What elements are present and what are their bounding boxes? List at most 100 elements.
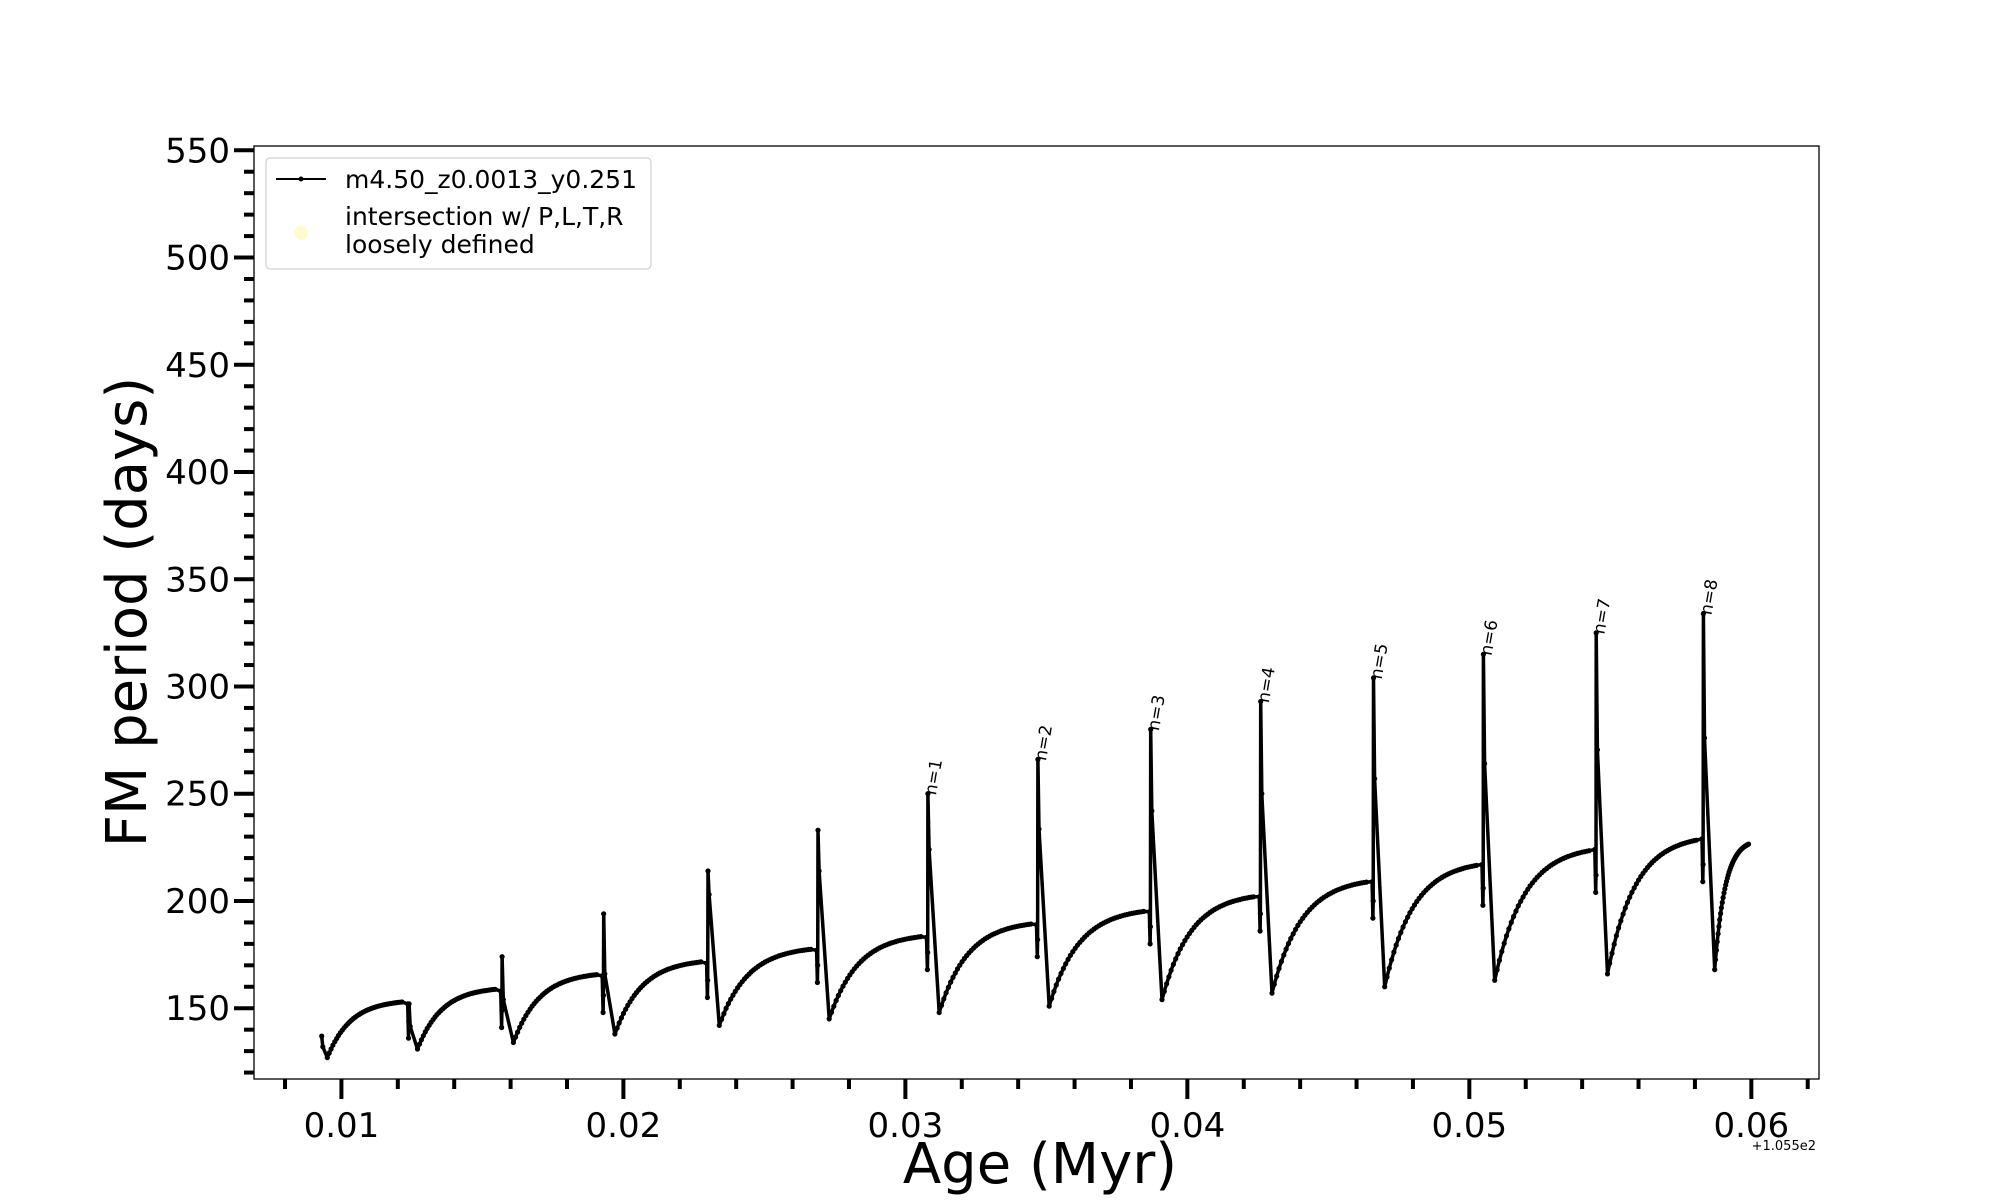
data-point bbox=[941, 996, 947, 1002]
data-point bbox=[1515, 903, 1521, 909]
data-point bbox=[950, 974, 956, 981]
data-point bbox=[1177, 946, 1183, 952]
data-point bbox=[952, 970, 958, 976]
data-point bbox=[623, 1006, 629, 1012]
data-point bbox=[1618, 918, 1624, 924]
data-point bbox=[1701, 735, 1708, 741]
series-line bbox=[319, 611, 1750, 1060]
data-point bbox=[1363, 879, 1369, 885]
data-point bbox=[1372, 776, 1378, 782]
data-point bbox=[1716, 923, 1722, 930]
data-point bbox=[492, 986, 498, 992]
data-point bbox=[618, 1015, 625, 1021]
data-point bbox=[925, 791, 931, 797]
data-point bbox=[1479, 861, 1485, 868]
data-point bbox=[1622, 905, 1628, 911]
data-point bbox=[1067, 952, 1073, 959]
data-point bbox=[594, 972, 600, 978]
data-point bbox=[1259, 791, 1265, 797]
pulse-annotation: n=8 bbox=[1697, 578, 1723, 617]
data-point bbox=[828, 1009, 835, 1015]
data-point bbox=[1700, 879, 1706, 885]
data-point bbox=[1028, 921, 1034, 927]
data-point bbox=[414, 1046, 421, 1052]
data-point bbox=[1480, 902, 1486, 908]
data-point bbox=[1369, 879, 1375, 885]
data-point bbox=[1473, 862, 1479, 869]
data-point bbox=[1370, 675, 1377, 681]
data-point bbox=[1293, 926, 1299, 933]
data-point bbox=[842, 979, 848, 985]
x-axis-ticks: 0.01 0.02 0.03 0.04 0.05 0.06 bbox=[304, 1079, 1789, 1146]
data-point bbox=[1604, 971, 1611, 977]
data-point bbox=[600, 992, 607, 999]
data-point bbox=[1501, 940, 1507, 946]
data-point bbox=[924, 967, 931, 973]
data-point bbox=[1496, 957, 1502, 964]
data-point bbox=[923, 934, 930, 941]
data-point bbox=[498, 988, 504, 994]
data-point bbox=[1164, 981, 1170, 987]
data-point bbox=[320, 1044, 326, 1050]
data-point bbox=[319, 1033, 325, 1039]
data-point bbox=[1053, 982, 1059, 988]
legend-label-series: m4.50_z0.0013_y0.251 bbox=[345, 165, 637, 194]
data-point bbox=[1400, 924, 1406, 930]
data-point bbox=[499, 1024, 505, 1031]
series-points bbox=[319, 611, 1752, 1061]
data-point bbox=[816, 868, 822, 874]
data-point bbox=[1290, 931, 1296, 937]
data-point bbox=[326, 1050, 332, 1056]
data-point bbox=[1175, 951, 1181, 957]
data-point bbox=[1035, 756, 1041, 763]
data-point bbox=[1384, 974, 1390, 980]
data-point bbox=[500, 997, 506, 1003]
data-point bbox=[1593, 872, 1599, 878]
data-point bbox=[1718, 905, 1724, 911]
data-point bbox=[938, 1002, 945, 1009]
data-point bbox=[1405, 914, 1411, 920]
data-point bbox=[1513, 908, 1519, 914]
data-point bbox=[1402, 919, 1408, 925]
data-point bbox=[1393, 942, 1399, 948]
data-point bbox=[1148, 726, 1154, 733]
x-minor-ticks bbox=[283, 1079, 1810, 1089]
data-point bbox=[1593, 889, 1599, 896]
data-point bbox=[1058, 970, 1064, 977]
data-point bbox=[600, 1009, 606, 1016]
data-point bbox=[814, 979, 821, 986]
data-point bbox=[1274, 973, 1280, 979]
legend: m4.50_z0.0013_y0.251 intersection w/ P,L… bbox=[265, 157, 652, 270]
data-point bbox=[1146, 909, 1152, 915]
data-point bbox=[918, 934, 924, 940]
data-point bbox=[826, 1016, 832, 1022]
pulse-annotation: n=2 bbox=[1031, 723, 1057, 762]
pulse-annotation: n=3 bbox=[1144, 693, 1170, 732]
data-point bbox=[704, 960, 710, 966]
y-tick-label: 350 bbox=[165, 560, 230, 600]
data-point bbox=[948, 979, 954, 985]
y-tick-label: 550 bbox=[165, 131, 230, 171]
data-point bbox=[1276, 965, 1282, 972]
pulse-annotation: n=7 bbox=[1589, 597, 1615, 636]
data-point bbox=[1613, 933, 1619, 939]
data-point bbox=[1594, 747, 1600, 753]
data-point bbox=[1269, 990, 1275, 996]
data-point bbox=[517, 1024, 523, 1030]
data-point bbox=[723, 1005, 729, 1012]
data-point bbox=[1036, 826, 1042, 832]
legend-dot-marker bbox=[298, 176, 304, 182]
data-point bbox=[1631, 885, 1637, 891]
data-point bbox=[416, 1041, 423, 1047]
data-point bbox=[1256, 894, 1262, 900]
data-point bbox=[1409, 906, 1415, 912]
data-point bbox=[405, 1035, 412, 1041]
data-point bbox=[926, 846, 932, 853]
data-point bbox=[407, 1023, 413, 1030]
data-point bbox=[1721, 890, 1727, 896]
data-point bbox=[620, 1010, 627, 1017]
data-point bbox=[1586, 848, 1592, 854]
x-tick-label: 0.05 bbox=[1431, 1106, 1507, 1146]
data-point bbox=[1718, 910, 1724, 917]
